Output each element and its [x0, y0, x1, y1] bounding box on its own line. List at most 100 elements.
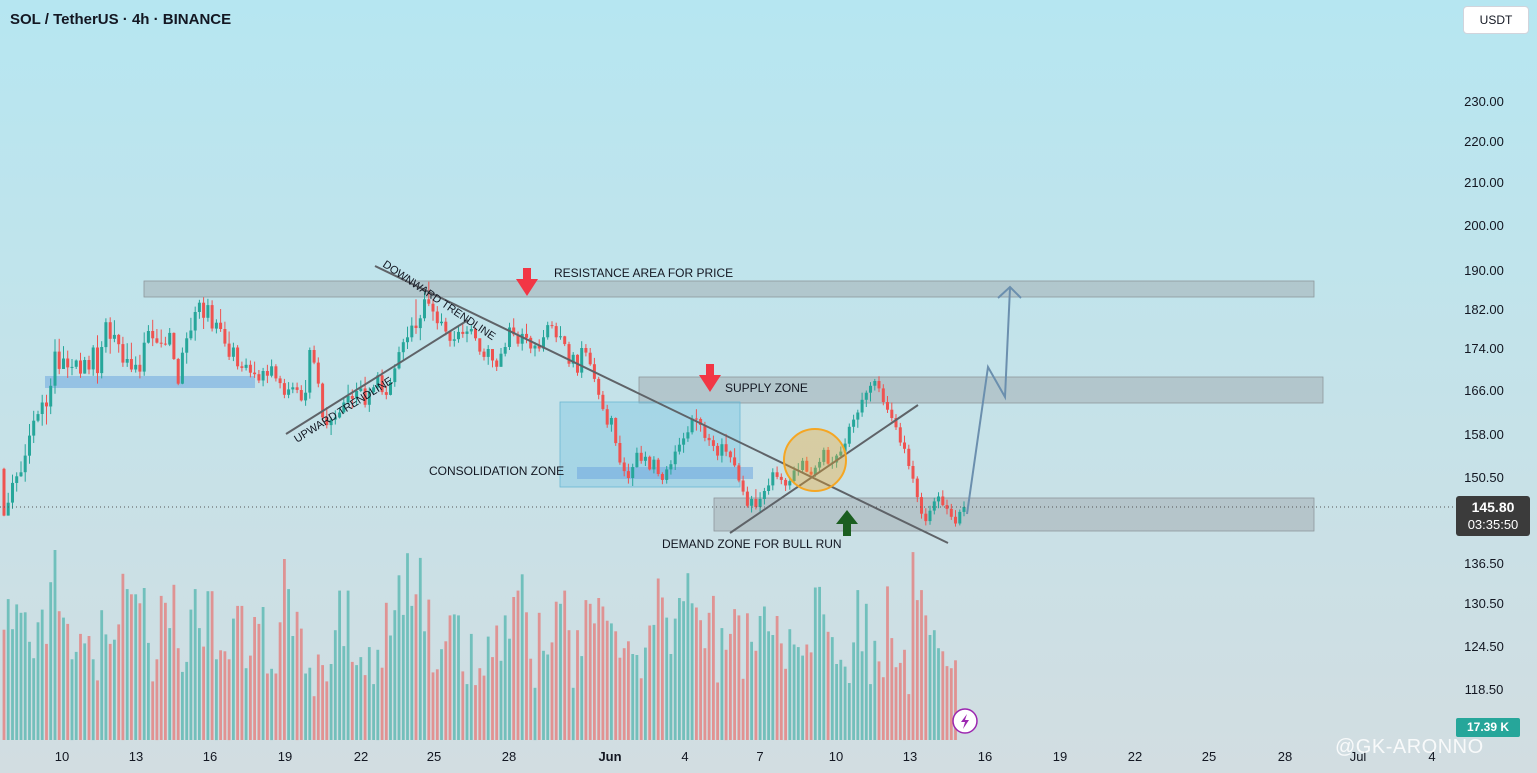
- candle: [435, 311, 439, 324]
- price-tick-label: 130.50: [1464, 596, 1504, 611]
- candle: [79, 360, 82, 374]
- time-tick-label: 4: [1428, 749, 1435, 764]
- candle: [605, 409, 609, 425]
- volume-bar: [537, 612, 541, 740]
- candle: [57, 351, 61, 369]
- price-tick-label: 210.00: [1464, 175, 1504, 190]
- lightning-icon[interactable]: [952, 708, 978, 734]
- volume-bar: [758, 616, 762, 740]
- candle: [686, 432, 690, 439]
- candle: [159, 342, 163, 344]
- volume-bar: [452, 614, 456, 740]
- volume-bar: [389, 635, 392, 740]
- downward-trendline[interactable]: [374, 265, 949, 544]
- candle: [750, 499, 754, 506]
- time-tick-label: 10: [829, 749, 843, 764]
- supply-zone[interactable]: [638, 376, 1324, 404]
- candle: [601, 394, 605, 410]
- candle: [427, 299, 431, 304]
- volume-bar: [707, 612, 711, 740]
- volume-bar: [469, 633, 473, 740]
- candle: [694, 418, 698, 420]
- volume-bar: [928, 635, 932, 740]
- volume-bar: [644, 647, 647, 740]
- breakout-trendline[interactable]: [729, 404, 919, 534]
- demand-zone[interactable]: [713, 497, 1315, 532]
- volume-bar: [949, 668, 953, 740]
- volume-bar: [138, 603, 142, 740]
- volume-bar: [333, 630, 337, 740]
- candle: [894, 418, 898, 428]
- currency-button[interactable]: USDT: [1463, 6, 1529, 34]
- volume-bar: [130, 594, 133, 740]
- candle: [308, 350, 312, 393]
- candle: [265, 371, 269, 376]
- candle: [134, 364, 138, 370]
- candle: [83, 360, 87, 374]
- candle: [96, 347, 99, 374]
- volume-bar: [151, 681, 155, 740]
- volume-bar: [185, 661, 189, 740]
- candle: [257, 374, 261, 381]
- volume-bar: [125, 589, 129, 740]
- resistance-zone[interactable]: [143, 280, 1315, 298]
- candle: [457, 331, 460, 340]
- volume-bar: [597, 598, 601, 740]
- volume-bar: [924, 615, 928, 740]
- volume-bar: [444, 641, 448, 740]
- candle: [890, 409, 894, 418]
- candle: [741, 480, 745, 492]
- volume-bar: [593, 623, 596, 740]
- volume-bar: [159, 595, 163, 740]
- candle: [91, 347, 95, 370]
- candle: [418, 318, 422, 329]
- candle: [6, 502, 10, 516]
- candle: [244, 364, 248, 368]
- volume-bar: [813, 587, 817, 740]
- candle: [864, 392, 868, 400]
- volume-bar: [877, 661, 881, 740]
- candle: [941, 496, 945, 506]
- candle: [227, 343, 231, 357]
- candle: [788, 481, 792, 486]
- candle: [333, 417, 337, 420]
- upward-trendline[interactable]: [285, 319, 469, 435]
- candle: [125, 359, 129, 363]
- candle: [100, 347, 104, 374]
- candle: [74, 360, 78, 367]
- candle: [431, 303, 435, 312]
- candle: [155, 338, 159, 343]
- candle: [121, 344, 125, 363]
- volume-bar: [864, 603, 868, 740]
- candle: [635, 452, 639, 468]
- volume-bar: [249, 655, 252, 740]
- candle: [869, 385, 872, 393]
- volume-bar: [588, 603, 592, 740]
- candle: [622, 462, 626, 472]
- volume-bar: [656, 578, 660, 740]
- breakout-circle[interactable]: [783, 428, 847, 492]
- candle: [448, 331, 452, 341]
- candle: [206, 305, 210, 318]
- volume-bar: [427, 599, 431, 740]
- candle: [142, 342, 146, 372]
- candle: [270, 366, 274, 376]
- price-tick-label: 230.00: [1464, 94, 1504, 109]
- candle: [588, 352, 592, 365]
- time-axis[interactable]: 10 13 16 19 22 25 28 Jun 4 7 10 13 16 19 22 25 28 Jul 4: [55, 749, 1436, 764]
- volume-bar: [113, 639, 116, 740]
- price-tick-label: 220.00: [1464, 134, 1504, 149]
- candle: [295, 387, 299, 390]
- candle: [197, 302, 201, 312]
- volume-bar: [448, 615, 452, 740]
- time-tick-label: Jul: [1350, 749, 1367, 764]
- volume-bar: [2, 629, 6, 740]
- price-axis[interactable]: 230.00 220.00 210.00 200.00 190.00 182.00 174.…: [1464, 94, 1504, 697]
- time-tick-label: 19: [1053, 749, 1067, 764]
- volume-bar: [491, 657, 494, 740]
- projection-path[interactable]: [966, 287, 1011, 515]
- volume-bar: [202, 646, 205, 740]
- volume-bar: [474, 685, 477, 740]
